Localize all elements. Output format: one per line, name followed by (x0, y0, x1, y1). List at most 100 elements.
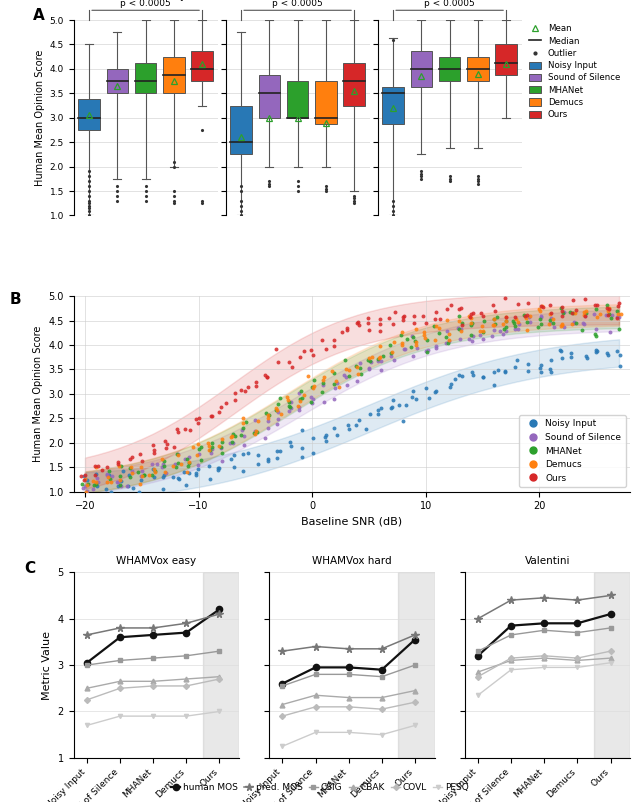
Point (513, 316, 524, 329)
Point (489, 324, 499, 337)
Point (355, 357, 365, 370)
Point (334, 381, 344, 394)
Point (408, 330, 418, 343)
Point (344, 369, 354, 382)
Bar (411, 51, 432, 87)
Point (97, 464, 108, 476)
Point (332, 376, 342, 389)
Point (103, 471, 113, 484)
Point (330, 382, 340, 395)
Point (133, 466, 143, 479)
Point (488, 366, 499, 379)
Point (353, 367, 363, 380)
Bar (191, 51, 213, 81)
Point (410, 334, 420, 347)
Point (478, 325, 488, 338)
Point (158, 482, 168, 495)
Point (216, 435, 227, 448)
Point (135, 478, 145, 491)
Point (182, 465, 192, 478)
Point (90, 460, 100, 472)
Point (399, 342, 410, 355)
Point (286, 402, 296, 415)
Point (406, 341, 416, 354)
Point (275, 444, 285, 457)
Point (243, 446, 253, 459)
Point (500, 310, 511, 323)
Point (533, 320, 543, 333)
Point (295, 351, 305, 364)
Point (204, 444, 214, 456)
Point (159, 454, 170, 467)
Point (614, 310, 625, 323)
Point (457, 316, 467, 329)
Point (363, 317, 373, 330)
Point (467, 334, 477, 347)
Point (604, 303, 614, 316)
Point (170, 457, 180, 470)
Point (182, 452, 193, 465)
Point (330, 334, 340, 346)
Point (431, 339, 442, 352)
Point (408, 317, 419, 330)
Point (466, 311, 476, 324)
Point (194, 411, 204, 424)
Point (148, 471, 159, 484)
Point (191, 468, 201, 481)
Point (595, 308, 605, 321)
Point (340, 363, 351, 375)
Point (327, 365, 337, 378)
Point (139, 468, 149, 481)
Point (263, 455, 273, 468)
Point (549, 321, 559, 334)
Point (180, 423, 191, 435)
Point (207, 409, 217, 422)
Point (430, 312, 440, 325)
Point (376, 364, 387, 377)
Point (262, 422, 273, 435)
Point (456, 322, 466, 335)
Point (566, 347, 576, 360)
Bar (107, 69, 128, 93)
Point (521, 312, 531, 325)
Point (127, 451, 137, 464)
Point (308, 374, 319, 387)
Point (271, 403, 281, 416)
Title: WHAMVox easy: WHAMVox easy (116, 556, 196, 566)
Point (185, 423, 195, 436)
Point (116, 475, 126, 488)
Point (181, 479, 191, 492)
Point (286, 396, 296, 409)
Point (615, 359, 625, 372)
Point (308, 382, 319, 395)
Text: p < 0.0005: p < 0.0005 (424, 0, 475, 8)
Point (147, 468, 157, 481)
Bar (315, 81, 337, 124)
Point (77, 477, 87, 490)
Point (387, 345, 397, 358)
Point (361, 423, 371, 435)
Point (124, 468, 134, 481)
Point (136, 464, 147, 477)
Point (501, 321, 511, 334)
Point (214, 405, 225, 418)
Point (81, 485, 91, 498)
Point (397, 337, 407, 350)
Point (387, 393, 397, 406)
Point (205, 472, 216, 485)
Point (157, 460, 168, 473)
Point (173, 473, 184, 486)
Point (441, 337, 451, 350)
Point (401, 333, 412, 346)
Point (318, 379, 328, 391)
Point (284, 395, 294, 408)
Point (303, 370, 313, 383)
Point (139, 469, 149, 482)
Point (545, 299, 556, 312)
Point (297, 423, 307, 436)
Point (83, 478, 93, 491)
Point (557, 351, 568, 364)
Point (321, 435, 332, 448)
Point (499, 291, 509, 304)
Point (488, 318, 499, 331)
